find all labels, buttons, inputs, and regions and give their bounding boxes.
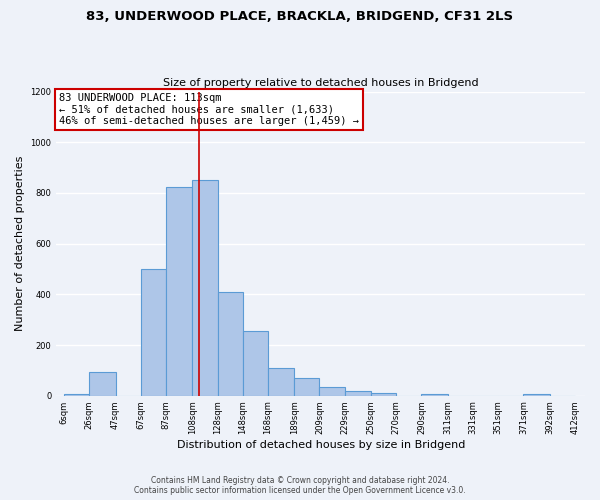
Bar — [193, 180, 218, 396]
Bar — [294, 378, 319, 396]
Bar — [371, 393, 396, 396]
Bar — [344, 390, 371, 396]
Bar — [64, 394, 89, 396]
Bar — [89, 372, 116, 396]
Bar — [141, 269, 166, 396]
Text: 83 UNDERWOOD PLACE: 113sqm
← 51% of detached houses are smaller (1,633)
46% of s: 83 UNDERWOOD PLACE: 113sqm ← 51% of deta… — [59, 93, 359, 126]
Bar — [421, 394, 448, 396]
Bar — [523, 394, 550, 396]
Bar — [319, 387, 344, 396]
Bar — [268, 368, 294, 396]
Bar — [166, 186, 193, 396]
Bar — [218, 292, 242, 396]
Y-axis label: Number of detached properties: Number of detached properties — [15, 156, 25, 332]
Bar — [242, 331, 268, 396]
Text: 83, UNDERWOOD PLACE, BRACKLA, BRIDGEND, CF31 2LS: 83, UNDERWOOD PLACE, BRACKLA, BRIDGEND, … — [86, 10, 514, 23]
Text: Contains HM Land Registry data © Crown copyright and database right 2024.
Contai: Contains HM Land Registry data © Crown c… — [134, 476, 466, 495]
X-axis label: Distribution of detached houses by size in Bridgend: Distribution of detached houses by size … — [176, 440, 465, 450]
Title: Size of property relative to detached houses in Bridgend: Size of property relative to detached ho… — [163, 78, 479, 88]
